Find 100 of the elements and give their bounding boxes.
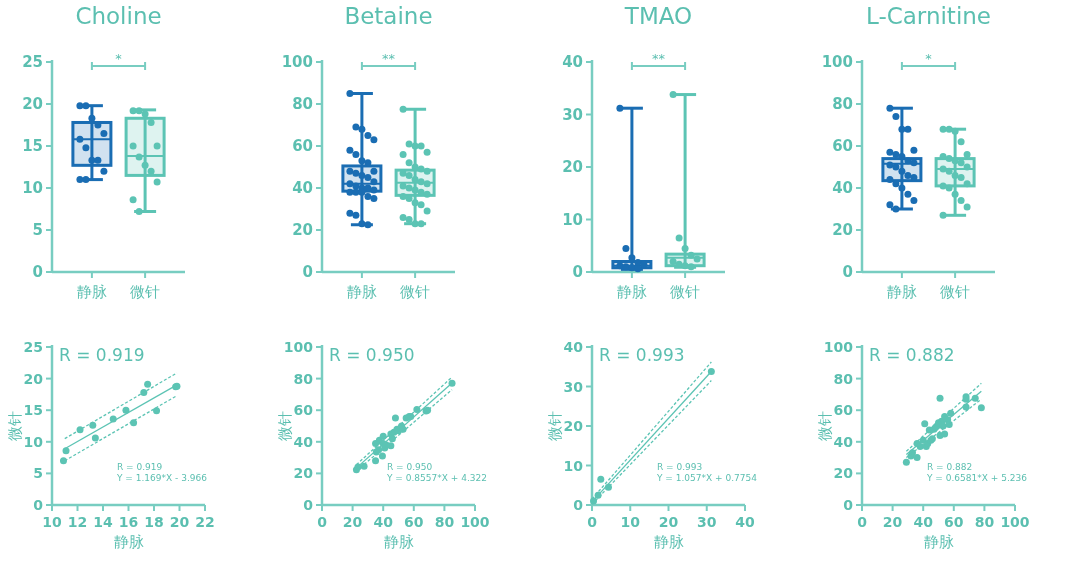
y-tick-label: 20 [293, 465, 314, 482]
y-tick-label: 40 [293, 433, 314, 450]
x-tick-label: 静脉 [886, 283, 917, 301]
annotation: * [115, 51, 123, 66]
y-tick-label: 60 [832, 137, 853, 155]
y-tick-label: 30 [563, 378, 584, 395]
x-tick-label: 40 [913, 514, 934, 530]
y-tick-label: 5 [33, 465, 43, 482]
x-tick-label: 20 [658, 514, 679, 530]
y-tick-label: 25 [23, 339, 43, 355]
y-tick-label: 60 [833, 402, 854, 419]
x-tick-label: 20 [169, 514, 190, 530]
x-tick-label: 60 [404, 514, 424, 530]
y-tick-label: 30 [562, 105, 583, 124]
x-tick-label: 80 [434, 514, 455, 530]
annotation: R = 0.950 [329, 345, 415, 365]
y-tick-label: 25 [22, 53, 43, 71]
y-tick-label: 0 [303, 497, 314, 513]
y-tick-label: 20 [563, 418, 584, 434]
annotation: * [925, 51, 933, 66]
y-tick-label: 0 [572, 263, 583, 281]
annotation: Y = 1.057*X + 0.7754 [656, 473, 758, 483]
y-tick-label: 40 [292, 179, 313, 197]
x-tick-label: 静脉 [346, 283, 377, 301]
y-tick-label: 40 [832, 179, 853, 197]
chart-title: Choline [75, 3, 162, 29]
y-tick-label: 0 [842, 263, 853, 281]
y-tick-label: 40 [563, 339, 584, 355]
annotation: R = 0.950 [387, 462, 433, 472]
y-tick-label: 10 [562, 210, 583, 229]
x-tick-label: 100 [1000, 514, 1030, 530]
annotation: R = 0.882 [927, 462, 973, 472]
y-tick-label: 20 [562, 158, 583, 176]
x-tick-label: 静脉 [616, 283, 647, 301]
chart-title: TMAO [623, 3, 693, 29]
annotation: Y = 0.8557*X + 4.322 [386, 473, 487, 483]
y-axis-title: 微针 [816, 411, 834, 441]
x-tick-label: 静脉 [76, 283, 107, 301]
y-tick-label: 100 [283, 339, 314, 355]
y-axis-title: 微针 [546, 411, 564, 441]
annotation: R = 0.919 [117, 462, 163, 472]
y-tick-label: 0 [573, 497, 584, 513]
x-tick-label: 18 [144, 514, 164, 530]
y-tick-label: 0 [843, 497, 854, 513]
y-tick-label: 0 [32, 263, 43, 281]
annotation: R = 0.993 [599, 345, 685, 365]
y-axis-title: 微针 [6, 411, 24, 441]
x-tick-label: 微针 [670, 283, 701, 301]
y-tick-label: 80 [292, 95, 313, 113]
x-tick-label: 0 [857, 514, 868, 530]
y-tick-label: 20 [23, 370, 44, 387]
x-tick-label: 0 [317, 514, 328, 530]
x-tick-label: 微针 [400, 283, 431, 301]
annotation: R = 0.919 [59, 345, 145, 365]
x-axis-title: 静脉 [383, 533, 414, 551]
annotation: ** [382, 51, 396, 66]
x-tick-label: 10 [620, 514, 641, 530]
y-axis-title: 微针 [276, 411, 294, 441]
annotation: R = 0.993 [657, 462, 703, 472]
y-tick-label: 20 [22, 95, 43, 113]
y-tick-label: 60 [293, 402, 314, 419]
chart-title: Betaine [344, 3, 433, 29]
y-tick-label: 20 [832, 221, 853, 239]
annotation: Y = 0.6581*X + 5.236 [926, 473, 1028, 483]
y-tick-label: 80 [832, 95, 853, 113]
x-tick-label: 80 [974, 514, 995, 530]
annotation: ** [652, 51, 666, 66]
y-tick-label: 60 [292, 137, 313, 155]
y-tick-label: 80 [833, 370, 854, 387]
x-axis-title: 静脉 [923, 533, 954, 551]
x-tick-label: 100 [460, 514, 490, 530]
x-tick-label: 40 [373, 514, 394, 530]
y-tick-label: 10 [563, 457, 584, 474]
y-tick-label: 0 [302, 263, 313, 281]
chart-title: L-Carnitine [865, 3, 992, 29]
y-tick-label: 40 [833, 433, 854, 450]
x-tick-label: 30 [697, 514, 717, 530]
x-tick-label: 60 [944, 514, 964, 530]
x-tick-label: 40 [735, 514, 755, 530]
x-tick-label: 0 [587, 514, 598, 530]
x-tick-label: 12 [67, 514, 88, 530]
y-tick-label: 100 [281, 53, 313, 71]
y-tick-label: 100 [823, 339, 854, 355]
x-tick-label: 微针 [130, 283, 161, 301]
annotation: Y = 1.169*X - 3.966 [116, 473, 208, 483]
x-tick-label: 16 [118, 514, 139, 530]
y-tick-label: 20 [292, 221, 313, 239]
y-tick-label: 80 [293, 370, 314, 387]
y-tick-label: 10 [23, 433, 44, 450]
x-tick-label: 20 [882, 514, 903, 530]
y-tick-label: 0 [33, 497, 44, 513]
x-tick-label: 微针 [940, 283, 971, 301]
y-tick-label: 20 [833, 465, 854, 482]
x-tick-label: 20 [342, 514, 363, 530]
y-tick-label: 40 [562, 53, 583, 71]
annotation: R = 0.882 [869, 345, 955, 365]
x-axis-title: 静脉 [113, 533, 144, 551]
y-tick-label: 10 [22, 179, 43, 197]
x-axis-title: 静脉 [653, 533, 684, 551]
y-tick-label: 100 [821, 53, 853, 71]
